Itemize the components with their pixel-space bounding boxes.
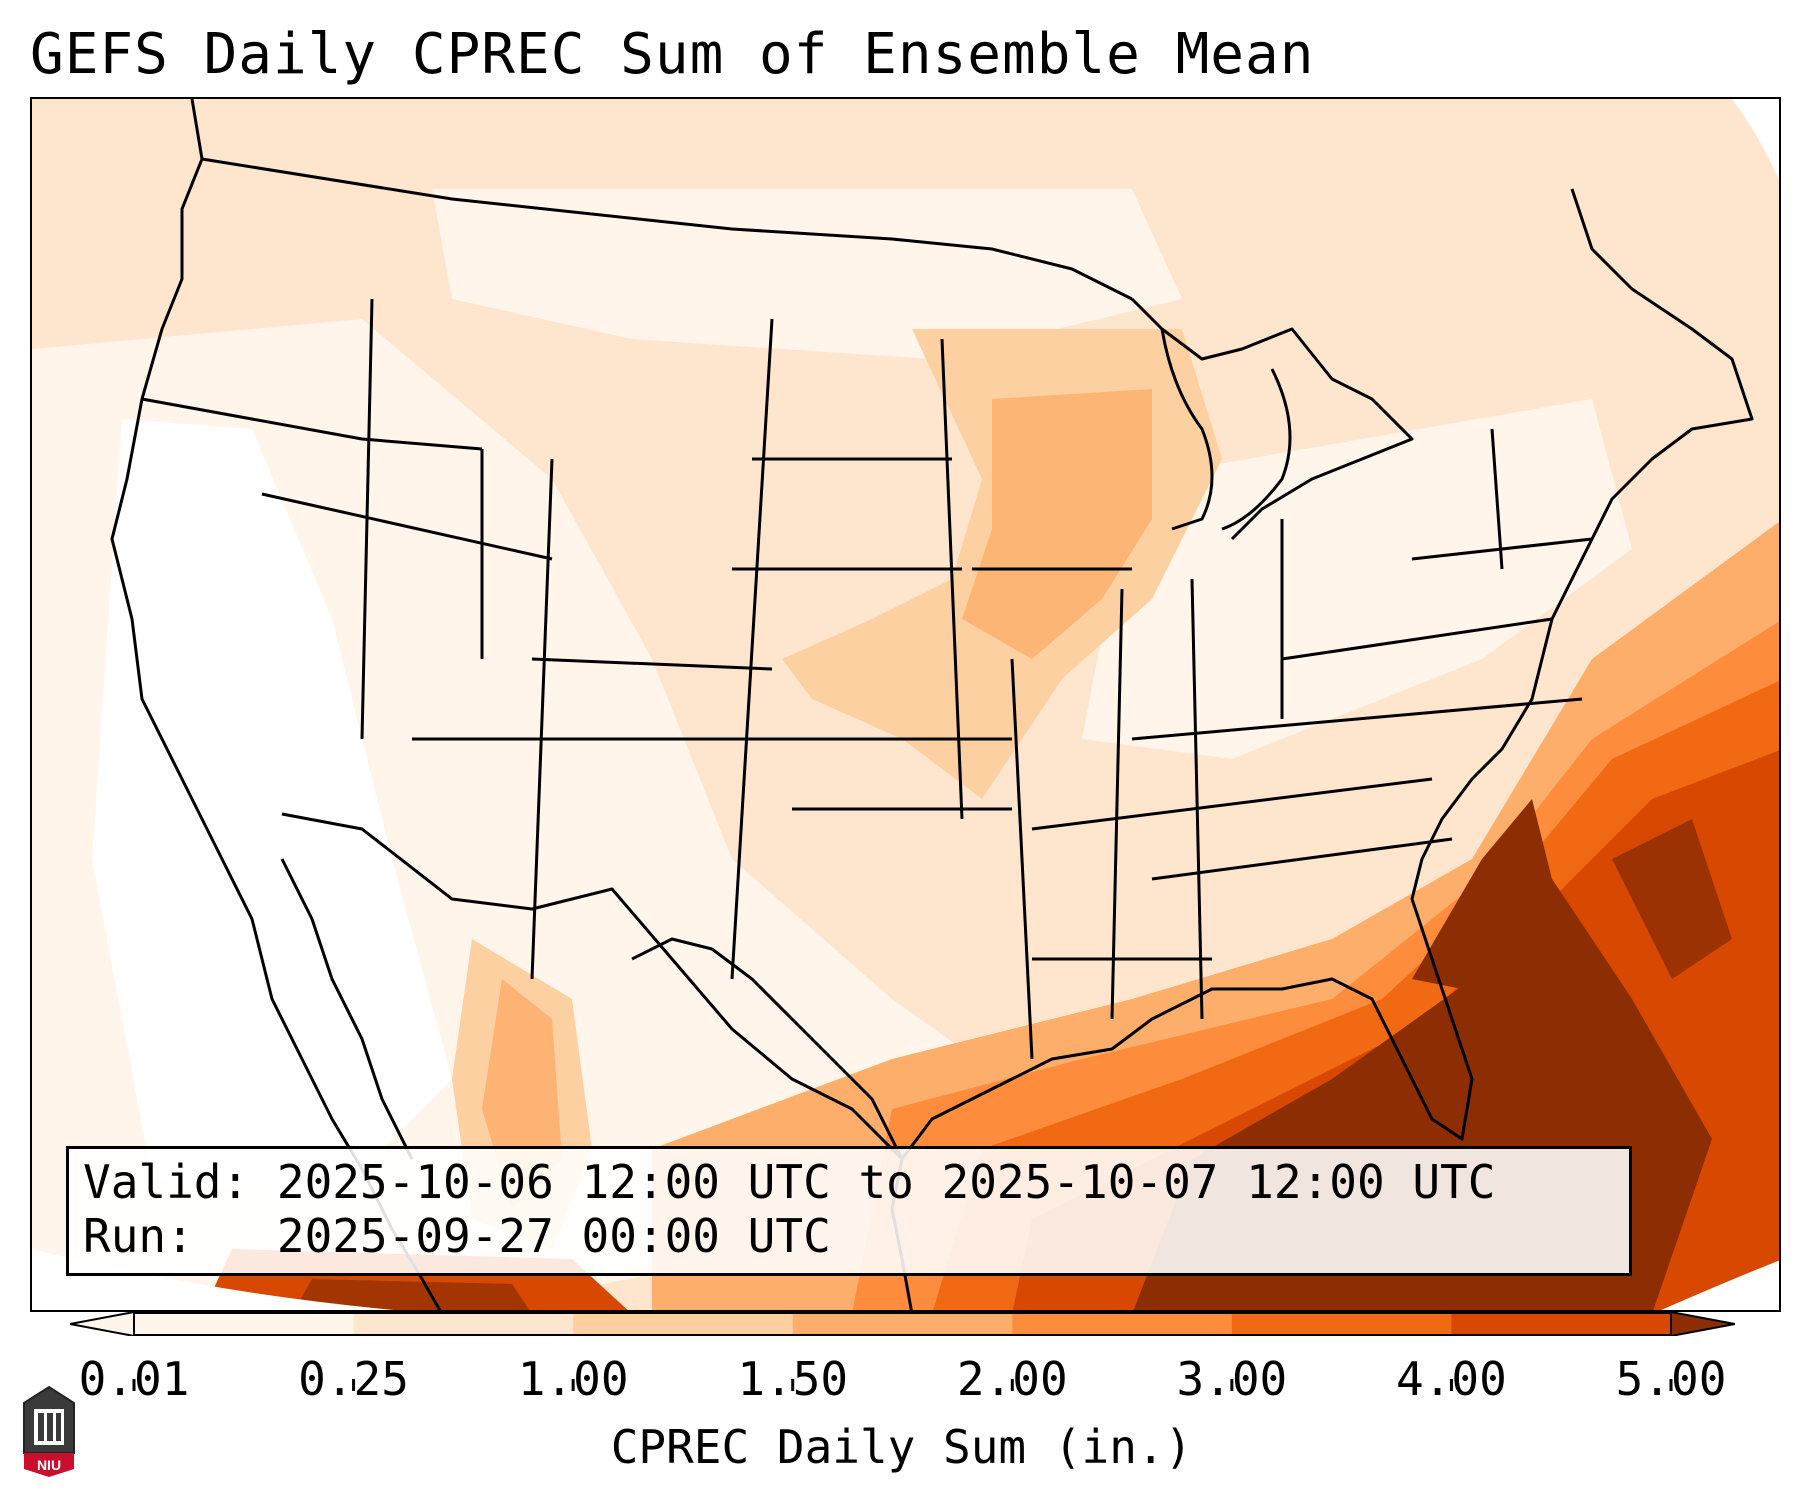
colorbar-tick-label: 0.25: [298, 1352, 409, 1406]
niu-logo-icon: NIU: [23, 1385, 75, 1477]
colorbar-segment: [1012, 1312, 1233, 1336]
valid-value: 2025-10-06 12:00 UTC to 2025-10-07 12:00…: [276, 1155, 1496, 1209]
validity-box: Valid: 2025-10-06 12:00 UTC to 2025-10-0…: [66, 1146, 1632, 1276]
colorbar-segment: [573, 1312, 794, 1336]
colorbar: [70, 1312, 1735, 1336]
colorbar-extend-high: [1670, 1312, 1735, 1336]
colorbar-tick-label: 0.01: [78, 1352, 190, 1406]
colorbar-segment: [1451, 1312, 1672, 1336]
colorbar-outline: [133, 1312, 1672, 1336]
map-canvas: [32, 99, 1779, 1310]
colorbar-tick-label: 4.00: [1396, 1352, 1507, 1406]
map-title: GEFS Daily CPREC Sum of Ensemble Mean: [30, 22, 1315, 87]
precip-map: [30, 97, 1781, 1312]
valid-line: Valid: 2025-10-06 12:00 UTC to 2025-10-0…: [83, 1155, 1615, 1209]
colorbar-extend-low: [70, 1312, 135, 1336]
run-line: Run: 2025-09-27 00:00 UTC: [83, 1209, 1615, 1263]
colorbar-tick-label: 1.50: [737, 1352, 849, 1406]
colorbar-ticks: [132, 1379, 1673, 1391]
colorbar-segment: [792, 1312, 1013, 1336]
colorbar-tick-label: 2.00: [956, 1352, 1068, 1406]
valid-label: Valid:: [83, 1155, 250, 1209]
colorbar-label: CPREC Daily Sum (in.): [610, 1420, 1193, 1474]
svg-text:NIU: NIU: [37, 1457, 61, 1473]
colorbar-tick-label: 1.00: [517, 1352, 629, 1406]
colorbar-tick-label: 3.00: [1176, 1352, 1288, 1406]
boundaries: [110, 99, 1754, 1310]
niu-logo: NIU: [20, 1383, 78, 1477]
colorbar-segment: [1231, 1312, 1452, 1336]
run-value: 2025-09-27 00:00 UTC: [276, 1209, 831, 1263]
colorbar-segment: [353, 1312, 574, 1336]
run-label: Run:: [83, 1209, 194, 1263]
colorbar-segment: [134, 1312, 355, 1336]
colorbar-tick-label: 5.00: [1615, 1352, 1727, 1406]
